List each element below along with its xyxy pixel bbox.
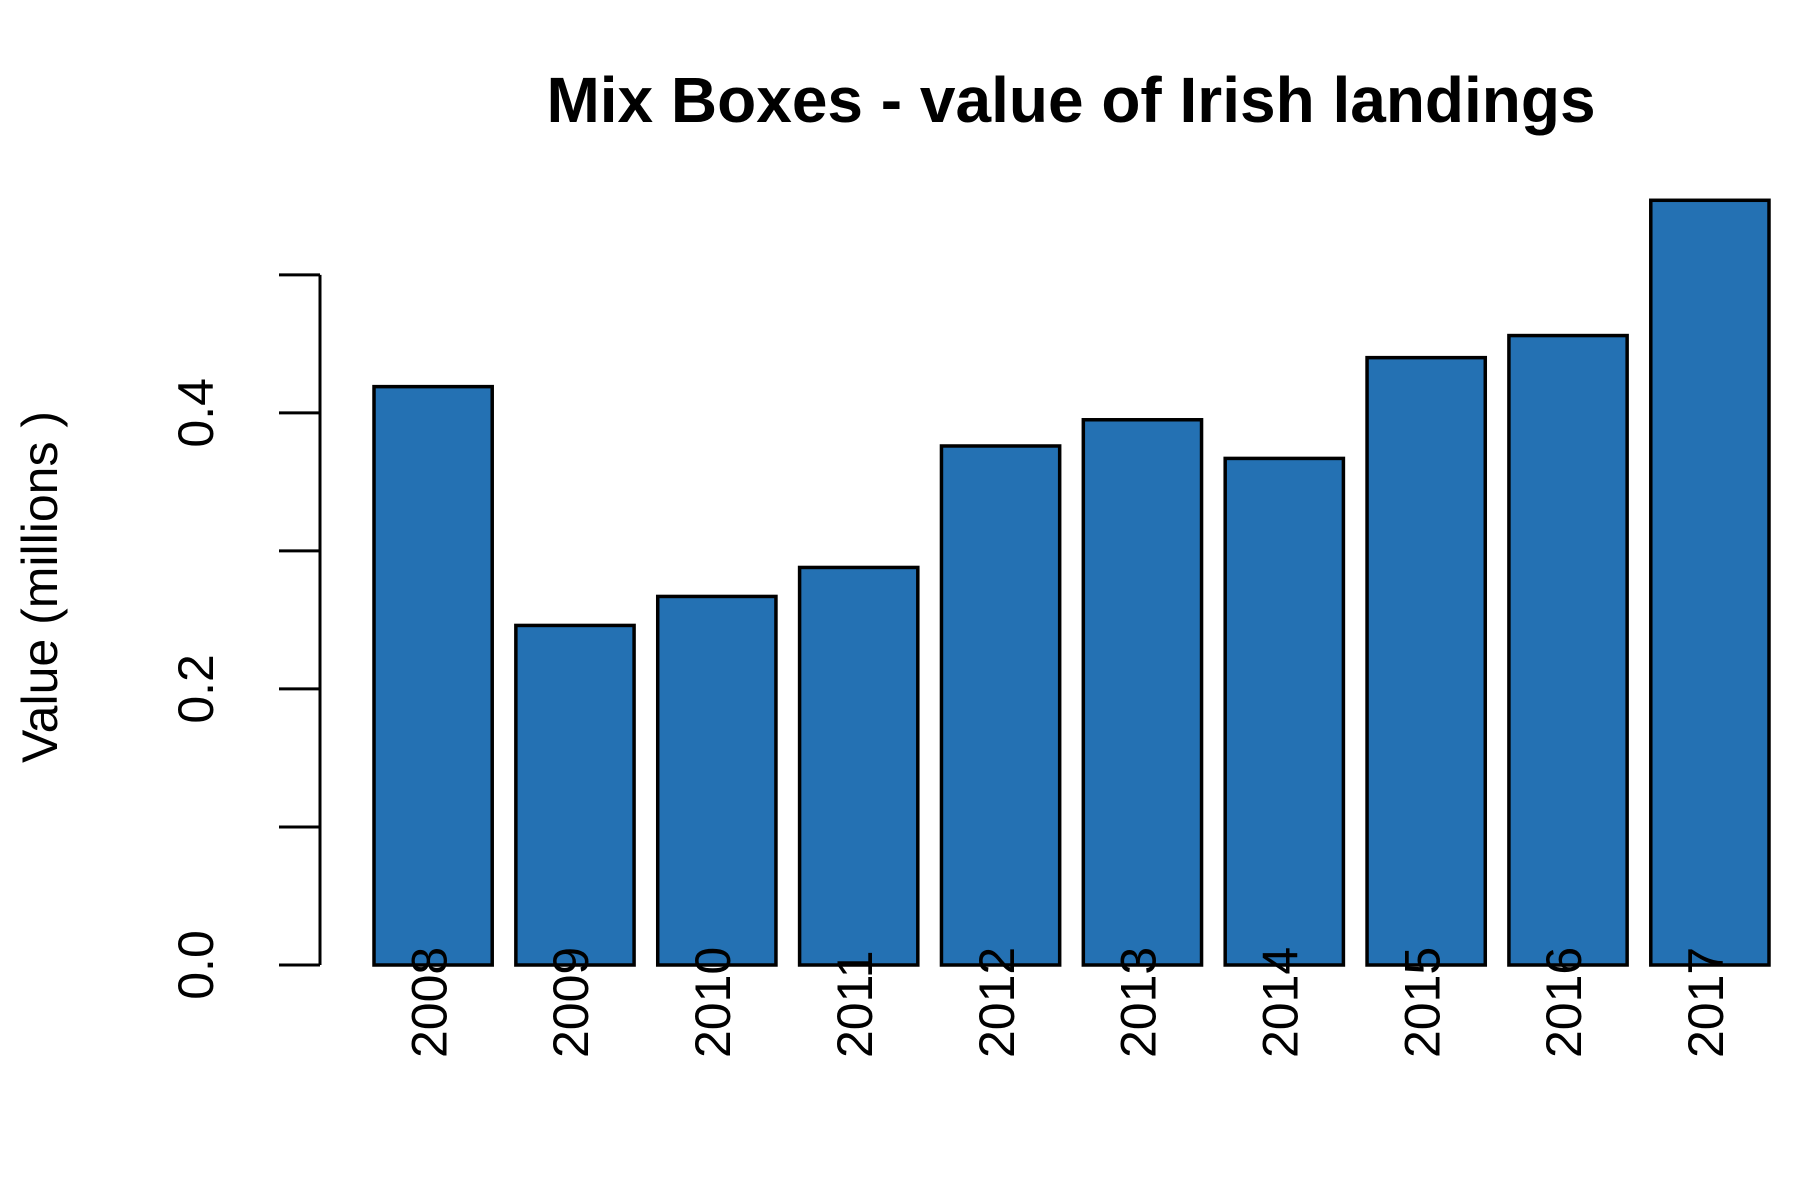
y-tick-label: 0.2	[168, 654, 224, 724]
x-tick-label: 2008	[401, 947, 457, 1058]
bar	[1081, 418, 1204, 967]
bar	[1365, 355, 1488, 967]
x-tick-label: 2016	[1536, 947, 1592, 1058]
chart-title: Mix Boxes - value of Irish landings	[546, 64, 1595, 136]
x-tick-label: 2013	[1111, 947, 1167, 1058]
bar	[1223, 456, 1346, 967]
bar	[1649, 198, 1771, 967]
y-tick-label: 0.0	[168, 930, 224, 1000]
bar	[1507, 333, 1629, 967]
x-tick-label: 2014	[1252, 947, 1308, 1058]
x-tick-label: 2011	[827, 950, 883, 1058]
x-tick-label: 2009	[543, 947, 599, 1058]
y-tick-label: 0.4	[168, 378, 224, 448]
y-axis-label: Value (millions )	[12, 411, 68, 763]
x-tick-label: 2015	[1394, 947, 1450, 1058]
bar	[797, 565, 920, 967]
bar	[514, 623, 636, 967]
bar	[655, 594, 778, 967]
bar	[372, 384, 494, 967]
x-tick-label: 2010	[685, 947, 741, 1058]
x-tick-label: 2017	[1678, 947, 1734, 1058]
x-tick-label: 2012	[969, 947, 1025, 1058]
bar	[939, 444, 1062, 967]
